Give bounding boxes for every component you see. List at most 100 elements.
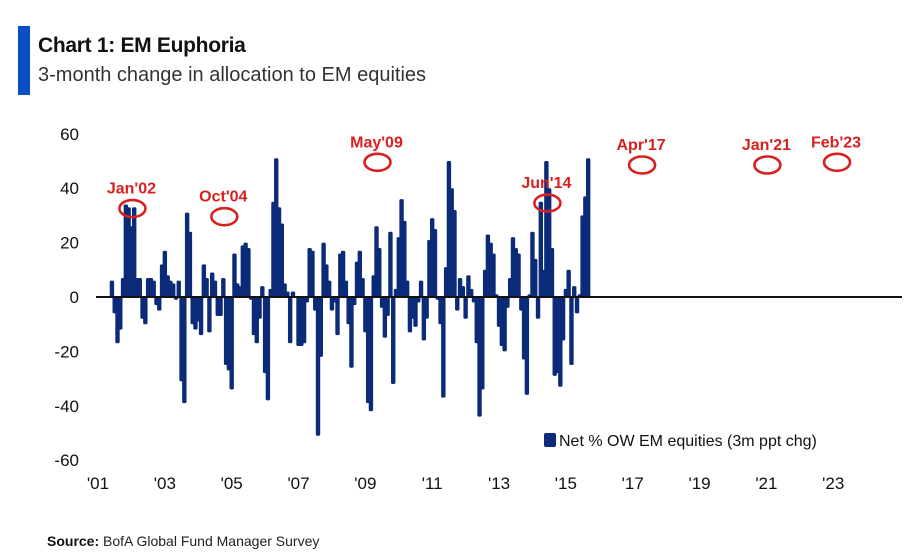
bar bbox=[151, 280, 156, 297]
bar bbox=[585, 158, 591, 297]
bar bbox=[418, 280, 424, 297]
bar bbox=[533, 258, 538, 297]
x-tick-label: '07 bbox=[287, 474, 309, 493]
x-tick-label: '15 bbox=[555, 474, 577, 493]
bar bbox=[218, 297, 223, 317]
legend: Net % OW EM equities (3m ppt chg) bbox=[544, 433, 817, 450]
bar bbox=[260, 286, 265, 297]
bar bbox=[460, 286, 466, 297]
bar bbox=[391, 297, 396, 385]
x-tick-label: '19 bbox=[688, 474, 710, 493]
x-tick-label: '05 bbox=[221, 474, 243, 493]
bar bbox=[279, 223, 285, 297]
annotation-label: Jun'14 bbox=[521, 175, 571, 192]
x-tick-label: '01 bbox=[87, 474, 109, 493]
bar bbox=[455, 297, 460, 311]
x-tick-label: '11 bbox=[422, 474, 443, 493]
bar bbox=[176, 280, 181, 297]
bar bbox=[385, 297, 390, 317]
x-tick-label: '21 bbox=[755, 474, 777, 493]
annotation-circle bbox=[363, 152, 392, 173]
bar bbox=[318, 297, 323, 357]
annotation-label: Oct'04 bbox=[199, 189, 247, 206]
chart-title: Chart 1: EM Euphoria bbox=[38, 34, 246, 57]
annotation-label: Apr'17 bbox=[616, 137, 665, 154]
bar bbox=[360, 277, 365, 297]
annotation-circle bbox=[627, 155, 657, 175]
y-tick-label: -60 bbox=[54, 451, 79, 470]
bar bbox=[441, 297, 446, 398]
bar bbox=[463, 297, 468, 319]
bar bbox=[143, 297, 148, 325]
bar bbox=[287, 297, 293, 344]
bar bbox=[171, 283, 176, 297]
annotation-circle bbox=[118, 198, 147, 219]
bar bbox=[304, 297, 310, 303]
annotation-label: Jan'02 bbox=[107, 181, 156, 198]
bar bbox=[502, 297, 507, 352]
annotation-circle bbox=[210, 206, 239, 227]
y-tick-label: 60 bbox=[60, 125, 79, 144]
bar bbox=[285, 291, 290, 297]
annotation-circle bbox=[533, 193, 562, 213]
bar bbox=[404, 280, 410, 297]
bar bbox=[326, 280, 332, 297]
bar bbox=[368, 297, 374, 412]
source-note: Source: BofA Global Fund Manager Survey bbox=[47, 533, 319, 549]
x-tick-label: '03 bbox=[154, 474, 176, 493]
bar bbox=[560, 297, 566, 341]
bar bbox=[432, 229, 438, 297]
bar bbox=[290, 291, 296, 297]
bar bbox=[310, 250, 315, 297]
bar bbox=[416, 297, 421, 303]
bar bbox=[452, 209, 457, 297]
bar bbox=[535, 297, 541, 319]
bar bbox=[480, 297, 485, 390]
y-tick-label: 40 bbox=[60, 179, 79, 198]
bar bbox=[388, 231, 393, 297]
bar bbox=[516, 253, 521, 297]
bar bbox=[265, 297, 271, 401]
bar bbox=[402, 220, 407, 297]
bar bbox=[377, 248, 382, 297]
bar bbox=[566, 269, 571, 297]
x-tick-label: '23 bbox=[822, 474, 844, 493]
bar bbox=[204, 277, 209, 297]
bar bbox=[229, 297, 234, 390]
bar bbox=[505, 297, 510, 308]
x-tick-label: '09 bbox=[354, 474, 376, 493]
legend-label: Net % OW EM equities (3m ppt chg) bbox=[559, 433, 817, 450]
y-tick-label: -20 bbox=[54, 342, 79, 361]
bar bbox=[352, 297, 357, 306]
bar bbox=[468, 288, 474, 297]
annotation-label: May'09 bbox=[350, 134, 403, 151]
bar bbox=[109, 280, 115, 297]
peak-annotations: Jan'02 Oct'04 May'09 Jun'14 Apr'17 Jan'21 Feb'… bbox=[107, 134, 861, 227]
annotation-circle bbox=[822, 152, 852, 173]
source-text: BofA Global Fund Manager Survey bbox=[103, 533, 320, 549]
bar bbox=[349, 297, 354, 368]
annotation-label: Jan'21 bbox=[742, 137, 791, 154]
annotation-circle bbox=[753, 155, 782, 175]
bar bbox=[569, 297, 574, 365]
bar bbox=[187, 231, 193, 297]
x-axis: '01 '03 '05 '07 '09 '11 '13 '15 '17 '19 '21 '23 bbox=[87, 474, 844, 493]
legend-swatch bbox=[544, 433, 556, 447]
bar bbox=[549, 248, 555, 297]
y-tick-label: -40 bbox=[54, 397, 79, 416]
bar bbox=[207, 297, 212, 333]
bar bbox=[246, 248, 251, 297]
bar bbox=[257, 297, 262, 319]
chart-subtitle: 3-month change in allocation to EM equit… bbox=[38, 64, 427, 86]
title-accent-bar bbox=[18, 26, 30, 95]
x-tick-label: '13 bbox=[488, 474, 510, 493]
bar bbox=[413, 297, 418, 327]
bar-series bbox=[109, 158, 591, 436]
bar bbox=[182, 297, 187, 404]
bar bbox=[572, 286, 577, 297]
y-tick-label: 20 bbox=[60, 234, 79, 253]
bar bbox=[132, 207, 137, 297]
bar bbox=[221, 277, 226, 297]
bar bbox=[157, 297, 162, 311]
